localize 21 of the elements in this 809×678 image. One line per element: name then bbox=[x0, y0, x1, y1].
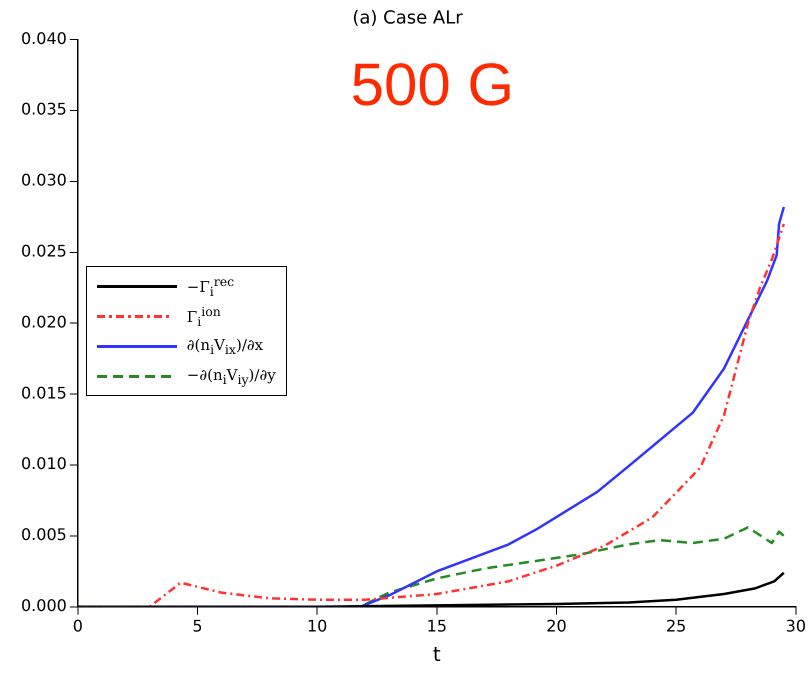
x-tick-label: 25 bbox=[666, 616, 686, 636]
x-tick-label: 5 bbox=[192, 616, 203, 636]
y-tick-label: 0.020 bbox=[20, 312, 67, 332]
x-tick-label: 15 bbox=[426, 616, 447, 636]
y-tick-label: 0.030 bbox=[20, 170, 67, 190]
x-tick-label: 0 bbox=[72, 616, 83, 636]
x-tick-label: 30 bbox=[786, 616, 806, 636]
y-tick-label: 0.005 bbox=[20, 525, 67, 544]
legend-label: ∂(n$_{i}$V$_{ix}$)/∂x bbox=[186, 336, 264, 357]
x-tick-label: 10 bbox=[306, 616, 328, 636]
y-tick-label: 0.015 bbox=[20, 383, 67, 402]
y-tick-label: 0.025 bbox=[20, 241, 67, 260]
y-tick-label: 0.035 bbox=[20, 100, 67, 119]
y-tick-label: 0.010 bbox=[20, 454, 67, 474]
legend-label: −∂(n$_{i}$V$_{iy}$)/∂y bbox=[186, 366, 276, 387]
chart-title: (a) Case ALr bbox=[352, 7, 464, 28]
x-axis-title: t bbox=[432, 642, 441, 666]
y-tick-label: 0.000 bbox=[20, 596, 67, 615]
annotation: 500 G bbox=[350, 50, 514, 119]
y-tick-label: 0.040 bbox=[20, 28, 67, 48]
x-tick-label: 20 bbox=[546, 616, 567, 636]
